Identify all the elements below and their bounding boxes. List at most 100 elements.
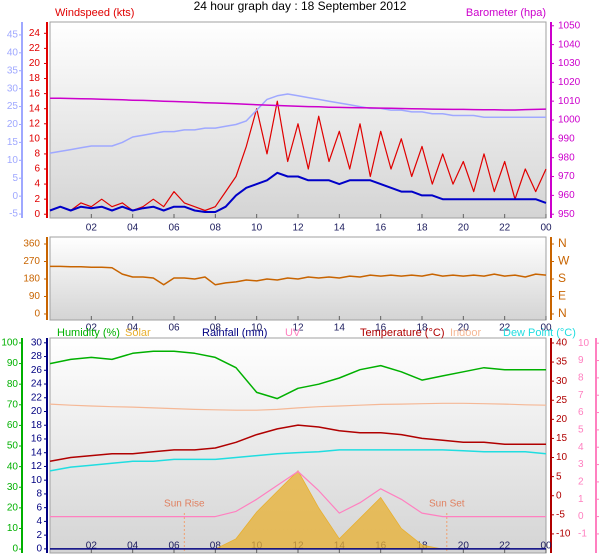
- y-tick-label: 10: [7, 523, 19, 534]
- x-tick-label: 22: [499, 323, 511, 334]
- y-tick-label: -10: [556, 529, 571, 540]
- x-tick-label: 00: [540, 323, 552, 334]
- x-tick-label: 04: [127, 541, 139, 552]
- y-tick-label: 16: [31, 434, 43, 445]
- y-tick-label: 20: [7, 502, 19, 513]
- y-tick-label: 980: [558, 152, 575, 163]
- x-tick-label: 10: [251, 223, 263, 234]
- y-tick-label: 180: [23, 274, 40, 285]
- y-tick-label: 1: [578, 494, 584, 505]
- y-tick-label: 0: [34, 209, 40, 220]
- y-tick-label: 4: [34, 179, 40, 190]
- y-tick-label: 40: [556, 338, 568, 349]
- y-tick-label: 25: [7, 101, 19, 112]
- y-tick-label: 20: [556, 414, 568, 425]
- x-tick-label: 06: [168, 541, 180, 552]
- y-tick-label: 30: [7, 83, 19, 94]
- y-tick-label: 960: [558, 190, 575, 201]
- legend-entry: Barometer (hpa): [466, 7, 546, 19]
- y-tick-label: 3: [578, 459, 584, 470]
- x-tick-label: 02: [86, 223, 98, 234]
- y-tick-label: 30: [7, 482, 19, 493]
- annotation: Sun Rise: [164, 499, 205, 510]
- y-tick-label: 8: [34, 149, 40, 160]
- y-tick-label: 0: [12, 544, 18, 555]
- legend-entry: Solar: [125, 327, 151, 339]
- x-tick-label: 22: [499, 541, 511, 552]
- y-tick-label: 15: [556, 433, 568, 444]
- y-tick-label: 50: [7, 441, 19, 452]
- line: [50, 470, 546, 518]
- y-tick-label: 10: [578, 338, 590, 349]
- y-tick-label: 0: [34, 309, 40, 320]
- legend-entry: Indoor: [450, 327, 482, 339]
- x-tick-label: 14: [334, 223, 346, 234]
- line: [49, 449, 547, 472]
- line: [50, 97, 547, 111]
- y-tick-label: 360: [23, 239, 40, 250]
- x-tick-label: 20: [458, 323, 470, 334]
- y-tick-label: N: [558, 236, 567, 250]
- y-tick-label: 20: [31, 406, 43, 417]
- x-tick-label: 02: [86, 323, 98, 334]
- x-tick-label: 04: [127, 223, 139, 234]
- x-tick-label: 08: [210, 541, 222, 552]
- x-tick-label: 18: [416, 223, 428, 234]
- y-tick-label: 40: [7, 47, 19, 58]
- y-tick-label: 16: [29, 88, 41, 99]
- y-tick-label: 6: [36, 502, 42, 513]
- y-tick-label: 24: [31, 379, 43, 390]
- y-tick-label: 60: [7, 420, 19, 431]
- y-tick-label: 8: [36, 489, 42, 500]
- y-tick-label: 26: [31, 365, 43, 376]
- y-tick-label: -5: [556, 509, 565, 520]
- legend-entry: UV: [285, 327, 301, 339]
- y-tick-label: 990: [558, 133, 575, 144]
- y-tick-label: 2: [578, 477, 584, 488]
- y-tick-label: 12: [31, 461, 43, 472]
- y-tick-label: 14: [29, 103, 41, 114]
- line: [49, 424, 546, 463]
- y-tick-label: 80: [7, 379, 19, 390]
- y-tick-label: 1010: [558, 96, 581, 107]
- y-tick-label: 5: [12, 173, 18, 184]
- x-tick-label: 12: [292, 323, 304, 334]
- y-tick-label: 10: [31, 475, 43, 486]
- y-tick-label: N: [558, 306, 567, 320]
- x-tick-label: 00: [540, 541, 552, 552]
- x-tick-label: 00: [540, 223, 552, 234]
- y-tick-label: 10: [7, 155, 19, 166]
- y-tick-label: 0: [556, 490, 562, 501]
- legend-entry: Windspeed (kts): [55, 7, 134, 19]
- line: [49, 350, 546, 400]
- y-tick-label: 9: [578, 355, 584, 366]
- y-tick-label: 5: [556, 471, 562, 482]
- x-tick-label: 14: [334, 323, 346, 334]
- y-tick-label: 70: [7, 399, 19, 410]
- chart-title: 24 hour graph day : 18 September 2012: [194, 0, 407, 13]
- y-tick-label: 0: [36, 544, 42, 555]
- y-tick-label: 1000: [558, 115, 581, 126]
- legend-entry: Temperature (°C): [360, 327, 444, 339]
- x-tick-label: 22: [499, 223, 511, 234]
- y-tick-label: 45: [7, 30, 19, 41]
- y-tick-label: 28: [31, 351, 43, 362]
- y-tick-label: 30: [556, 376, 568, 387]
- y-tick-label: 22: [31, 392, 43, 403]
- y-tick-label: W: [558, 254, 570, 268]
- y-tick-label: 4: [578, 442, 584, 453]
- legend-entry: Humidity (%): [57, 327, 120, 339]
- y-tick-label: -1: [578, 529, 587, 540]
- y-tick-label: 6: [578, 407, 584, 418]
- y-tick-label: 22: [29, 43, 41, 54]
- line: [49, 402, 547, 411]
- y-tick-label: 25: [556, 395, 568, 406]
- y-tick-label: -5: [9, 209, 18, 220]
- y-tick-label: 2: [36, 530, 42, 541]
- x-tick-label: 04: [127, 323, 139, 334]
- line: [50, 265, 547, 286]
- x-tick-label: 02: [86, 541, 98, 552]
- y-tick-label: 970: [558, 171, 575, 182]
- y-tick-label: 18: [31, 420, 43, 431]
